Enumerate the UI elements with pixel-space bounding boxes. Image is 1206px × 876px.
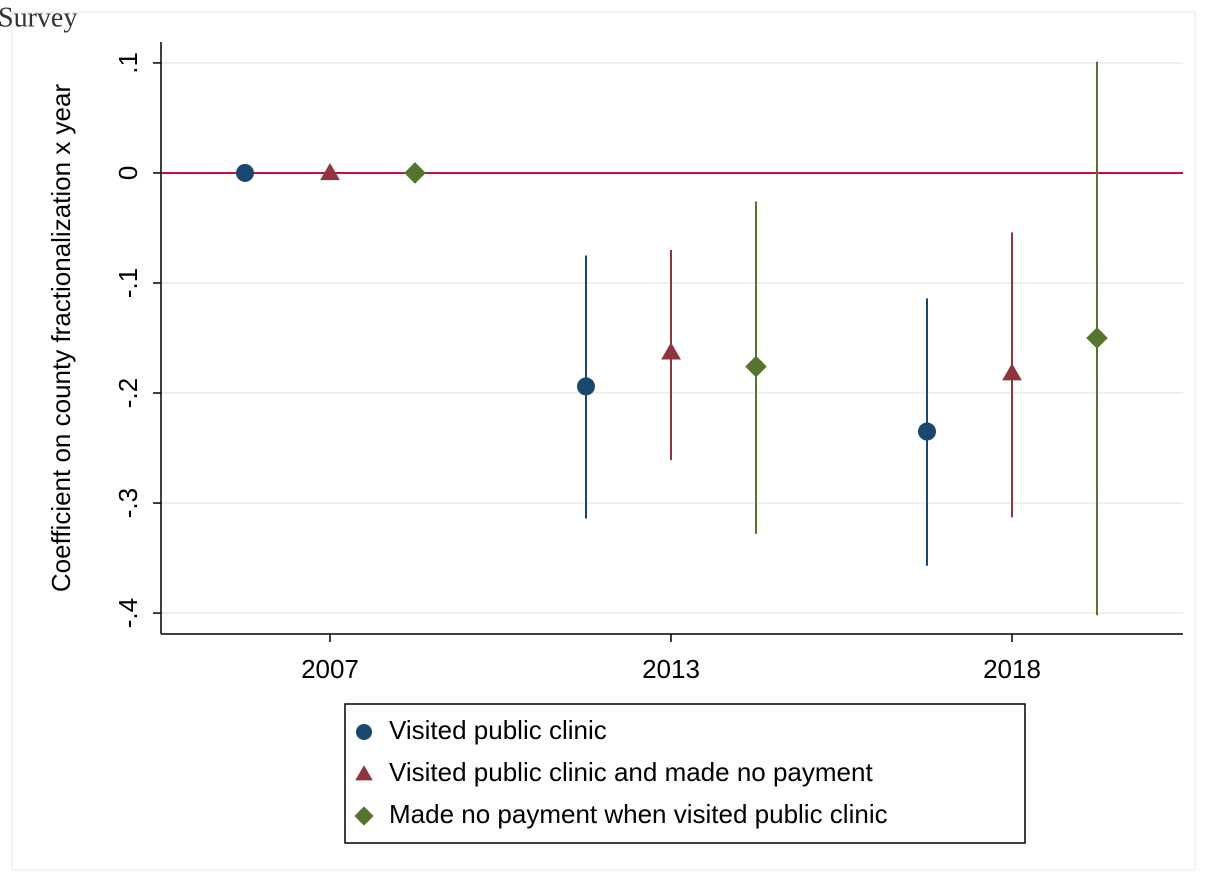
marker	[320, 163, 340, 181]
y-tick-label: -.4	[113, 598, 143, 628]
caption: Survey	[0, 2, 77, 33]
marker	[1002, 363, 1022, 381]
marker	[404, 162, 426, 184]
marker	[661, 342, 681, 360]
marker	[1086, 327, 1108, 349]
marker	[745, 355, 767, 378]
legend-label: Visited public clinic and made no paymen…	[389, 757, 873, 787]
marker	[356, 724, 372, 740]
legend-label: Visited public clinic	[389, 715, 607, 745]
y-tick-label: -.3	[113, 488, 143, 518]
y-tick-label: .1	[113, 52, 143, 74]
marker	[354, 806, 374, 826]
y-tick-label: -.2	[113, 378, 143, 408]
y-tick-label: 0	[113, 166, 143, 180]
x-tick-label: 2013	[642, 654, 700, 684]
marker	[918, 422, 936, 441]
y-axis-label: Coefficient on county fractionalization …	[46, 84, 76, 593]
legend-label: Made no payment when visited public clin…	[389, 799, 888, 829]
marker	[236, 163, 254, 182]
legend-box	[344, 703, 1026, 844]
marker	[577, 377, 595, 396]
y-tick-label: -.1	[113, 268, 143, 298]
x-tick-label: 2018	[983, 654, 1041, 684]
x-tick-label: 2007	[301, 654, 359, 684]
marker	[355, 765, 373, 781]
